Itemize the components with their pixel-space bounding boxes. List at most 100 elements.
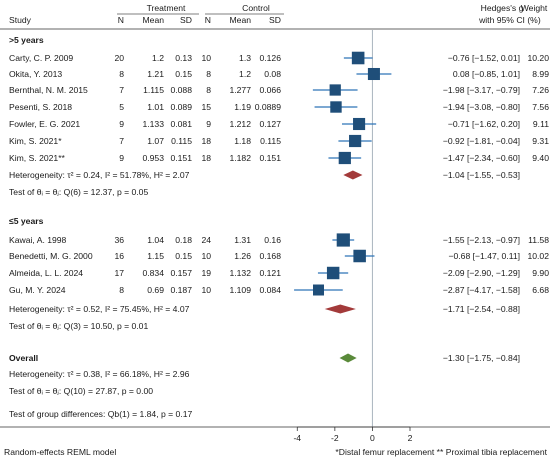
study-name: Kim, S. 2021*: [9, 136, 62, 146]
treatment-n-header: N: [118, 15, 124, 25]
control-mean: 1.31: [234, 235, 251, 245]
treatment-n: 7: [119, 85, 124, 95]
treatment-sd-header: SD: [180, 15, 192, 25]
homogeneity-test-text: Test of θᵢ = θⱼ: Q(6) = 12.37, p = 0.05: [9, 187, 148, 197]
overall-summary-ci: −1.30 [−1.75, −0.84]: [443, 353, 520, 363]
treatment-sd: 0.089: [170, 102, 192, 112]
study-name: Fowler, E. G. 2021: [9, 119, 80, 129]
treatment-mean: 0.834: [142, 268, 164, 278]
study-name: Almeida, L. L. 2024: [9, 268, 83, 278]
control-sd: 0.084: [259, 285, 281, 295]
control-sd: 0.066: [259, 85, 281, 95]
control-n: 18: [201, 153, 211, 163]
control-sd: 0.16: [264, 235, 281, 245]
weight-header-line1: Weight: [521, 3, 548, 13]
control-mean: 1.277: [229, 85, 251, 95]
effect-ci-value: −2.87 [−4.17, −1.58]: [443, 285, 520, 295]
control-sd: 0.126: [259, 53, 281, 63]
study-name: Kim, S. 2021**: [9, 153, 66, 163]
control-mean: 1.26: [234, 251, 251, 261]
x-axis-tick-label: -2: [331, 433, 339, 443]
effect-marker: [353, 249, 366, 263]
subgroup-summary-diamond: [324, 304, 356, 314]
overall-label: Overall: [9, 353, 38, 363]
control-mean: 1.19: [234, 102, 251, 112]
control-mean: 1.132: [229, 268, 251, 278]
subgroup-summary-ci: −1.04 [−1.55, −0.53]: [443, 170, 520, 180]
control-n: 18: [201, 136, 211, 146]
overall-summary-diamond: [339, 353, 357, 363]
treatment-n: 36: [114, 235, 124, 245]
x-axis-tick-label: 2: [408, 433, 413, 443]
control-mean: 1.212: [229, 119, 251, 129]
subgroup-label: >5 years: [9, 35, 44, 45]
effect-header-line1: Hedges's g: [481, 3, 524, 13]
treatment-mean: 1.133: [142, 119, 164, 129]
weight-value: 7.56: [532, 102, 549, 112]
effect-ci-value: −1.94 [−3.08, −0.80]: [443, 102, 520, 112]
effect-ci-value: −2.09 [−2.90, −1.29]: [443, 268, 520, 278]
weight-value: 9.90: [532, 268, 549, 278]
control-mean: 1.18: [234, 136, 251, 146]
treatment-n: 20: [114, 53, 124, 63]
treatment-mean: 0.953: [142, 153, 164, 163]
effect-marker: [326, 266, 340, 280]
treatment-sd: 0.157: [170, 268, 192, 278]
treatment-sd: 0.18: [175, 235, 192, 245]
effect-marker: [330, 101, 342, 113]
treatment-sd: 0.115: [171, 136, 192, 146]
weight-value: 10.20: [527, 53, 549, 63]
study-name: Kawai, A. 1998: [9, 235, 67, 245]
control-n: 9: [206, 119, 211, 129]
effect-marker: [329, 84, 341, 96]
control-sd: 0.151: [259, 153, 281, 163]
effect-ci-value: −0.68 [−1.47, 0.11]: [448, 251, 520, 261]
effect-ci-value: −1.47 [−2.34, −0.60]: [443, 153, 520, 163]
subgroup-label: ≤5 years: [9, 216, 44, 226]
treatment-mean: 1.15: [147, 251, 164, 261]
treatment-sd: 0.151: [170, 153, 192, 163]
group-difference-test-text: Test of group differences: Qb(1) = 1.84,…: [9, 409, 193, 419]
control-n: 19: [201, 268, 211, 278]
treatment-mean: 1.115: [143, 85, 164, 95]
effect-ci-value: −0.71 [−1.62, 0.20]: [448, 119, 520, 129]
control-sd: 0.0889: [255, 102, 282, 112]
weight-value: 8.99: [532, 69, 549, 79]
treatment-sd: 0.15: [175, 69, 192, 79]
control-sd: 0.127: [259, 119, 281, 129]
effect-ci-value: −1.55 [−2.13, −0.97]: [443, 235, 520, 245]
control-sd: 0.115: [260, 136, 281, 146]
weight-value: 9.11: [533, 119, 549, 129]
treatment-sd: 0.088: [170, 85, 192, 95]
overall-homogeneity-test-text: Test of θᵢ = θⱼ: Q(10) = 27.87, p = 0.00: [9, 386, 153, 396]
treatment-mean: 1.07: [147, 136, 164, 146]
weight-value: 9.31: [532, 136, 549, 146]
weight-header-line2: (%): [527, 15, 541, 25]
study-name: Pesenti, S. 2018: [9, 102, 72, 112]
treatment-n: 8: [119, 69, 124, 79]
treatment-sd: 0.15: [175, 251, 192, 261]
effect-marker: [313, 284, 325, 296]
treatment-sd: 0.081: [170, 119, 192, 129]
control-n: 10: [201, 53, 211, 63]
homogeneity-test-text: Test of θᵢ = θⱼ: Q(3) = 10.50, p = 0.01: [9, 321, 148, 331]
weight-value: 9.40: [532, 153, 549, 163]
treatment-n: 16: [114, 251, 124, 261]
effect-ci-value: 0.08 [−0.85, 1.01]: [453, 69, 520, 79]
control-sd: 0.168: [259, 251, 281, 261]
weight-value: 7.26: [532, 85, 549, 95]
effect-marker: [367, 67, 380, 81]
control-sd-header: SD: [269, 15, 281, 25]
treatment-header: Treatment: [147, 3, 186, 13]
effect-marker: [338, 151, 351, 165]
effect-marker: [349, 134, 362, 148]
control-header: Control: [242, 3, 270, 13]
treatment-n: 9: [119, 153, 124, 163]
treatment-n: 9: [119, 119, 124, 129]
study-name: Gu, M. Y. 2024: [9, 285, 66, 295]
control-sd: 0.121: [259, 268, 281, 278]
effect-marker: [351, 51, 365, 65]
effect-ci-value: −0.92 [−1.81, −0.04]: [443, 136, 520, 146]
weight-value: 10.02: [527, 251, 549, 261]
